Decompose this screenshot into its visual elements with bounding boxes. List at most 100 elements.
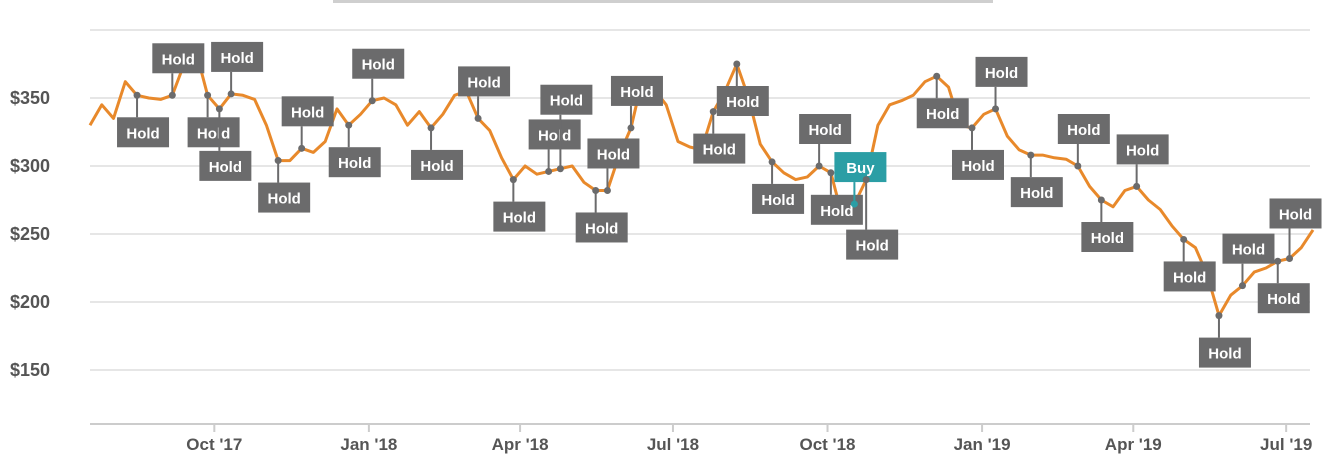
flag-label: Hold [1020,185,1053,202]
flag-hold[interactable]: Hold [328,121,381,178]
flag-label: Hold [220,50,253,67]
flag-pin [862,176,870,184]
flag-label: Hold [467,74,500,91]
flag-box [975,56,1028,87]
flag-buy[interactable]: Buy [834,152,887,208]
flag-hold[interactable]: Hold [952,124,1004,180]
x-tick-label: Jan '19 [954,435,1011,454]
flag-label: Hold [985,65,1018,82]
flag-hold[interactable]: Hold [152,43,205,99]
flag-pin [1215,312,1223,320]
flag-label: Hold [1067,122,1100,139]
flag-pin [227,90,235,98]
flag-hold[interactable]: Hold [199,105,252,181]
flag-box [187,117,240,148]
flag-hold[interactable]: Hold [187,91,240,148]
flag-pin [509,176,517,184]
flag-hold[interactable]: Hold [1198,312,1251,368]
flag-hold[interactable]: Hold [752,158,805,214]
flag-box [1163,261,1216,292]
flag-pin [545,167,553,175]
flag-label: Hold [1279,206,1312,223]
flag-pin [933,72,941,80]
flag-hold[interactable]: Hold [587,138,640,194]
y-tick-label: $150 [10,360,50,380]
x-tick-label: Apr '18 [492,435,549,454]
flag-label: Hold [126,125,159,142]
flag-hold[interactable]: Hold [846,176,899,260]
y-tick-label: $200 [10,292,50,312]
flag-pin [1274,257,1282,265]
flag-label: Hold [362,57,395,74]
flag-label: Hold [1267,291,1300,308]
flag-hold[interactable]: Hold [975,56,1028,113]
flag-box [258,182,311,213]
flag-hold[interactable]: Hold [1222,233,1275,290]
flag-pin [1238,282,1246,290]
flag-box [199,150,252,181]
flag-hold[interactable]: Hold [1269,198,1322,262]
flag-hold[interactable]: Hold [211,41,264,98]
flag-label: Hold [926,106,959,123]
flag-box [575,212,628,243]
flag-hold[interactable]: Hold [1057,114,1110,170]
flag-box [328,147,381,178]
flag-box [752,183,805,214]
flag-pin [427,124,435,132]
flag-box [916,98,969,129]
flag-label: Hold [538,127,571,144]
flag-pin [709,108,717,116]
flag-box [587,138,640,169]
flag-hold[interactable]: Hold [458,66,511,122]
navigator-scrollbar[interactable] [333,0,993,3]
flag-pin [827,169,835,177]
flag-hold[interactable]: Hold [411,124,464,180]
flag-hold[interactable]: Hold [1163,235,1216,292]
flag-pin [968,124,976,132]
flag-hold[interactable]: Hold [528,119,581,175]
x-tick-label: Oct '17 [186,435,242,454]
flag-label: Hold [209,159,242,176]
flag-pin [815,162,823,170]
flag-box [1222,233,1275,264]
flag-hold[interactable]: Hold [1116,134,1169,190]
flag-pin [215,105,223,113]
flag-hold[interactable]: Hold [1010,151,1063,208]
flag-box [352,48,405,79]
flag-box [716,86,769,116]
flag-hold[interactable]: Hold [117,91,170,148]
flag-hold[interactable]: Hold [575,186,628,243]
flag-box [846,229,899,260]
flag-hold[interactable]: Hold [1081,196,1134,253]
flag-hold[interactable]: Hold [540,84,593,173]
flag-hold[interactable]: Hold [1257,257,1310,314]
flag-hold[interactable]: Hold [693,108,746,164]
flag-label: Hold [503,210,536,227]
flag-hold[interactable]: Hold [916,72,969,129]
flag-box [117,117,170,148]
flag-pin [1074,162,1082,170]
flag-hold[interactable]: Hold [352,48,405,105]
flag-pin [368,97,376,105]
flag-pin [274,157,282,165]
flag-hold[interactable]: Hold [258,157,311,213]
flag-pin [556,165,564,173]
flag-box [1269,198,1322,229]
flag-hold[interactable]: Hold [281,96,334,152]
flag-hold[interactable]: Hold [716,60,769,117]
flag-hold[interactable]: Hold [610,75,663,132]
flag-box [211,41,264,72]
flag-pin [345,121,353,129]
flag-pin [474,114,482,122]
flag-pin [1180,235,1188,243]
flag-label: Hold [197,125,230,142]
flag-box [1257,283,1310,314]
flag-box [1057,114,1110,144]
flag-pin [1133,182,1141,190]
flag-pin [204,91,212,99]
flag-pin [992,105,1000,113]
flag-hold[interactable]: Hold [799,114,852,170]
x-tick-label: Oct '18 [800,435,856,454]
flag-hold[interactable]: Hold [493,176,546,232]
flag-pin [592,186,600,194]
